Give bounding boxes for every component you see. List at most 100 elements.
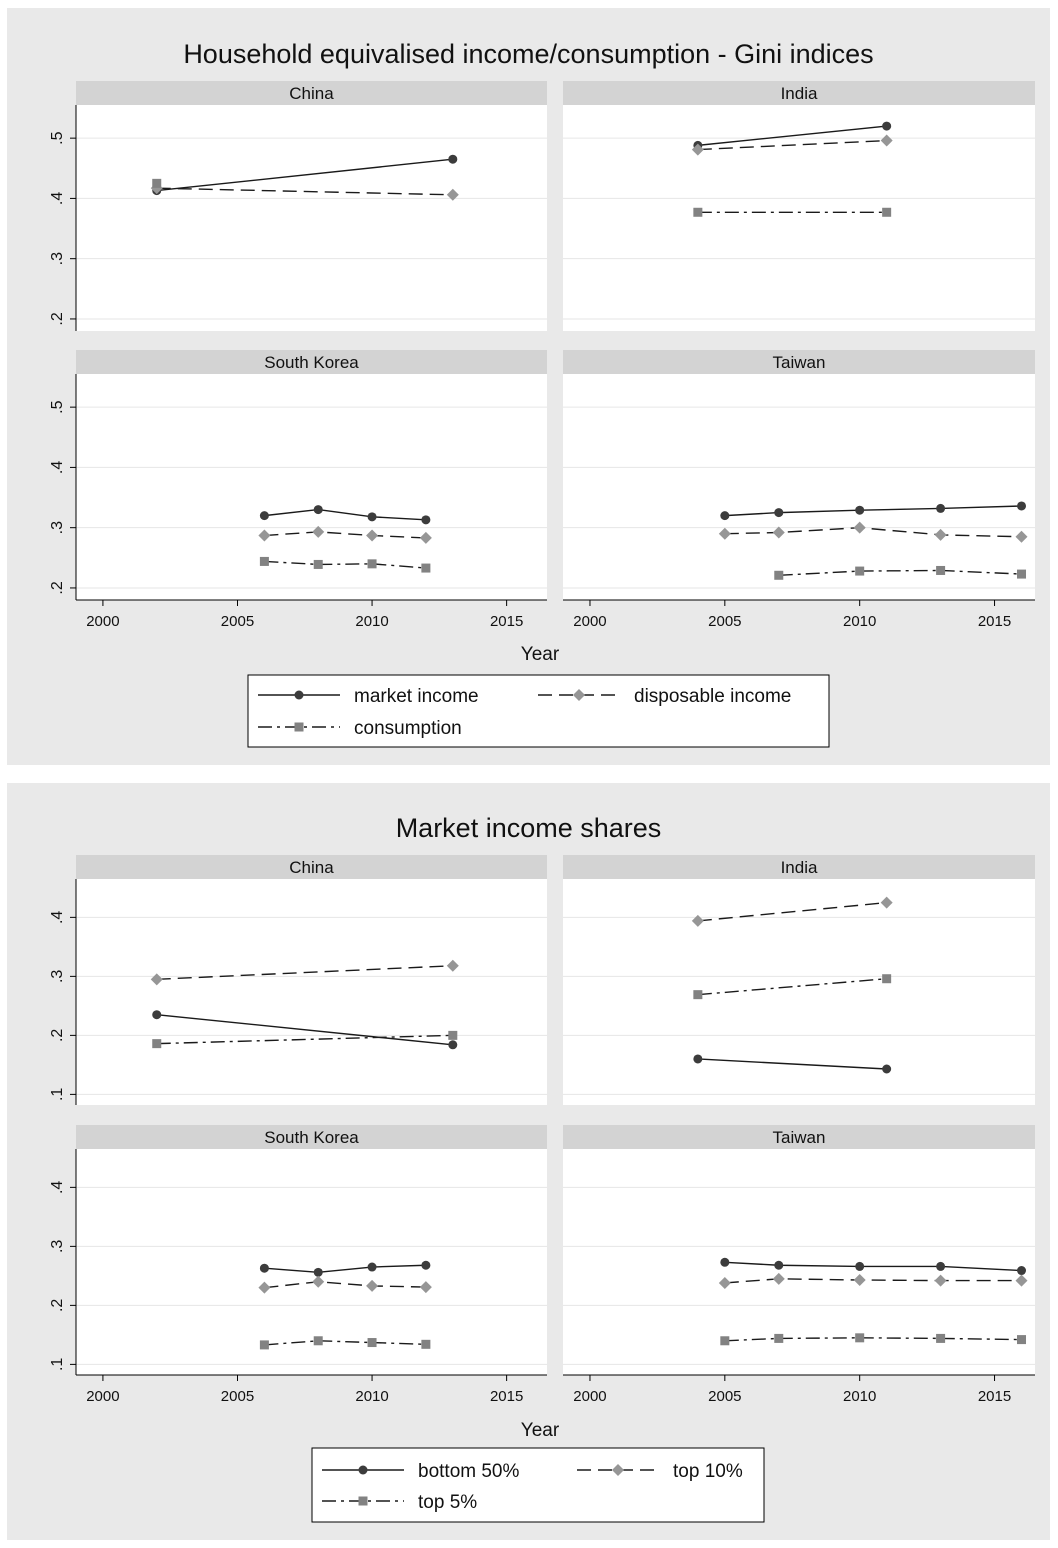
data-point — [1017, 569, 1027, 579]
data-point — [691, 914, 704, 927]
data-point — [853, 521, 866, 534]
data-point — [936, 503, 946, 513]
data-point — [855, 566, 865, 576]
data-point — [313, 505, 323, 515]
y-tick-label: .2 — [49, 312, 66, 325]
legend-marker — [294, 690, 304, 700]
data-point — [259, 511, 269, 521]
panel-header — [76, 350, 547, 374]
x-tick-label: 2015 — [978, 613, 1011, 630]
series-top-5- — [259, 1336, 431, 1350]
data-point — [718, 527, 731, 540]
y-tick-label: .4 — [49, 1181, 66, 1194]
data-point — [936, 1333, 946, 1343]
x-tick-label: 2015 — [978, 1388, 1011, 1405]
data-point — [1017, 1335, 1027, 1345]
x-tick-label: 2000 — [86, 1388, 119, 1405]
series-line — [156, 158, 453, 192]
data-point — [448, 154, 458, 164]
data-point — [882, 121, 892, 131]
legend-marker — [294, 722, 304, 732]
plot-area — [76, 1149, 547, 1375]
y-tick-label: .3 — [49, 970, 66, 983]
y-tick-label: .1 — [49, 1358, 66, 1371]
legend-item: market income — [258, 686, 479, 707]
y-tick-label: .2 — [49, 1029, 66, 1042]
data-point — [882, 1064, 892, 1074]
data-point — [419, 531, 432, 544]
x-tick-label: 2005 — [708, 1388, 741, 1405]
panel-title: China — [289, 858, 334, 877]
data-point — [150, 973, 163, 986]
series-consumption — [259, 556, 431, 573]
series-line — [156, 1034, 453, 1045]
panel-header — [563, 350, 1035, 374]
y-tick-label: .1 — [49, 1088, 66, 1101]
y-tick-label: .2 — [49, 581, 66, 594]
data-point — [421, 515, 431, 525]
series-market-income — [259, 505, 431, 525]
data-point — [1017, 501, 1027, 511]
data-point — [772, 526, 785, 539]
data-point — [720, 1257, 730, 1267]
legend-label: top 10% — [673, 1461, 743, 1482]
data-point — [774, 1333, 784, 1343]
panel-india: India — [563, 855, 1035, 1105]
series-consumption — [152, 178, 162, 188]
data-point — [152, 1010, 162, 1020]
data-point — [259, 1340, 269, 1350]
y-tick-label: .5 — [49, 400, 66, 413]
data-point — [772, 1272, 785, 1285]
series-top-10- — [258, 1275, 432, 1294]
data-point — [936, 1261, 946, 1271]
series-line — [697, 1058, 887, 1070]
chart-0: Household equivalised income/consumption… — [7, 8, 1050, 765]
legend-item: top 10% — [577, 1461, 743, 1482]
data-point — [855, 505, 865, 515]
series-bottom-50- — [693, 1054, 892, 1074]
panel-title: South Korea — [264, 1128, 359, 1147]
plot-area — [563, 1149, 1035, 1375]
series-line — [724, 1337, 1022, 1342]
data-point — [720, 511, 730, 521]
y-tick-label: .5 — [49, 131, 66, 144]
y-tick-label: .4 — [49, 911, 66, 924]
data-point — [258, 529, 271, 542]
data-point — [313, 559, 323, 569]
chart-title: Market income shares — [396, 813, 662, 843]
data-point — [313, 1336, 323, 1346]
plot-area — [563, 374, 1035, 600]
series-consumption — [693, 207, 892, 217]
legend-marker — [358, 1496, 368, 1506]
panel-title: India — [781, 84, 818, 103]
series-line — [156, 965, 453, 981]
data-point — [448, 1030, 458, 1040]
data-point — [934, 1274, 947, 1287]
data-point — [312, 1275, 325, 1288]
y-tick-label: .2 — [49, 1299, 66, 1312]
data-point — [367, 1338, 377, 1348]
data-point — [152, 1039, 162, 1049]
data-point — [1015, 1274, 1028, 1287]
panel-south-korea: South Korea .2 .3 .4 .5 2000 2005 2010 2015 — [49, 350, 547, 630]
x-tick-label: 2000 — [573, 1388, 606, 1405]
series-line — [697, 978, 887, 996]
series-line — [264, 508, 426, 521]
series-disposable-income — [718, 521, 1028, 543]
legend-marker — [612, 1464, 624, 1476]
legend-marker — [358, 1465, 368, 1475]
x-tick-label: 2010 — [843, 1388, 876, 1405]
x-tick-label: 2010 — [355, 613, 388, 630]
data-point — [1015, 530, 1028, 543]
x-tick-label: 2015 — [490, 613, 523, 630]
panel-title: South Korea — [264, 353, 359, 372]
panel-china: China .2 .3 .4 .5 — [49, 81, 547, 331]
data-point — [367, 1262, 377, 1272]
series-disposable-income — [691, 134, 893, 156]
plot-area — [76, 374, 547, 600]
chart-title: Household equivalised income/consumption… — [183, 39, 873, 69]
series-disposable-income — [258, 525, 432, 544]
data-point — [367, 559, 377, 569]
data-point — [718, 1276, 731, 1289]
data-point — [774, 508, 784, 518]
